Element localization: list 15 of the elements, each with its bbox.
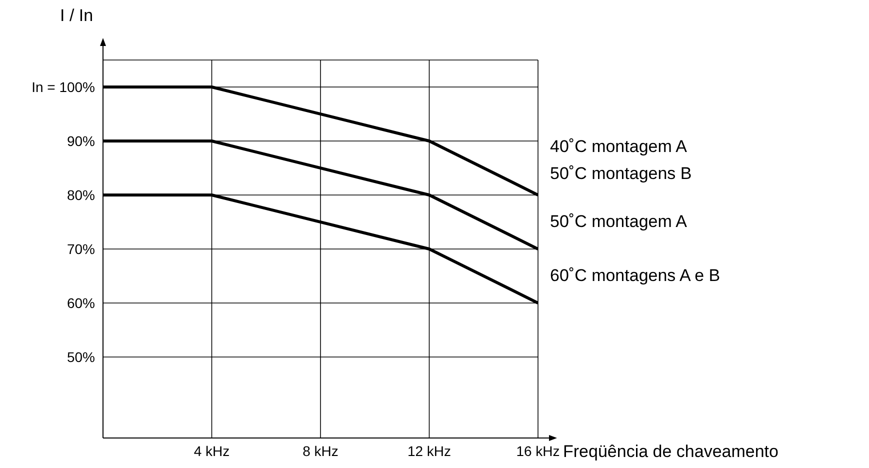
series-label: 40˚C montagem A 50˚C montagens B bbox=[550, 137, 692, 183]
x-axis-title: Freqüência de chaveamento bbox=[563, 442, 778, 462]
y-tick-label: 70% bbox=[66, 240, 95, 257]
y-tick-label: In = 100% bbox=[32, 78, 95, 95]
x-tick-label: 8 kHz bbox=[302, 442, 338, 459]
y-tick-label: 50% bbox=[66, 348, 95, 365]
y-tick-label: 90% bbox=[66, 132, 95, 149]
x-tick-label: 16 kHz bbox=[516, 442, 560, 459]
y-axis-title: I / In bbox=[60, 6, 94, 26]
series-label: 50˚C montagem A bbox=[550, 212, 688, 231]
x-tick-label: 4 kHz bbox=[194, 442, 230, 459]
x-tick-label: 12 kHz bbox=[407, 442, 452, 459]
series-label: 60˚C montagens A e B bbox=[550, 266, 720, 285]
y-tick-label: 80% bbox=[66, 186, 95, 203]
y-tick-label: 60% bbox=[66, 294, 95, 311]
